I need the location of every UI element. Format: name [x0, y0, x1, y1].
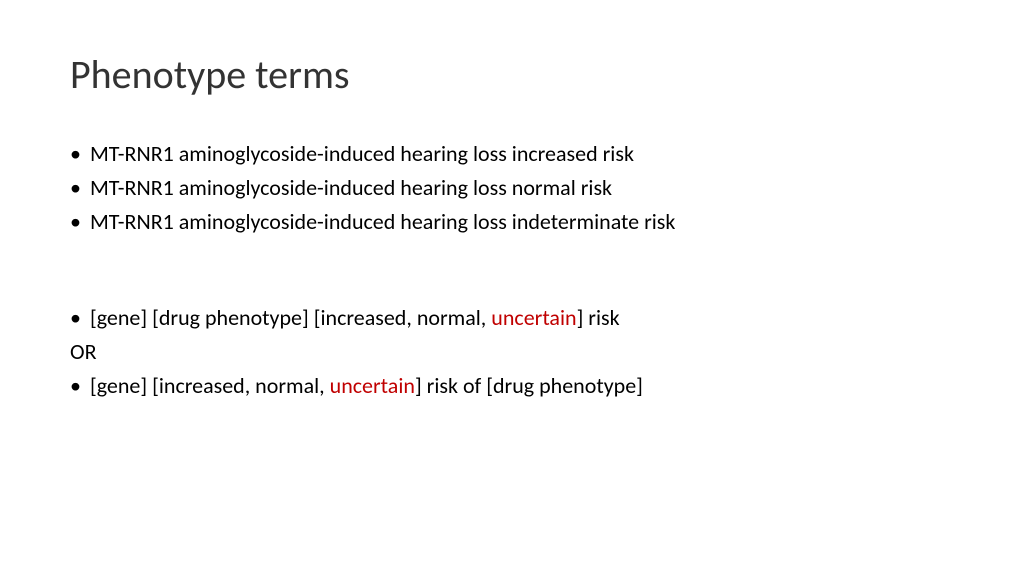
highlight-word: uncertain [491, 304, 576, 331]
or-separator: OR [70, 335, 954, 369]
bullet-list-top: MT-RNR1 aminoglycoside-induced hearing l… [70, 137, 954, 239]
template-pattern-2: [gene] [increased, normal, uncertain] ri… [70, 369, 954, 403]
spacer [70, 239, 954, 301]
bullet-list-bottom-2: [gene] [increased, normal, uncertain] ri… [70, 369, 954, 403]
highlight-word: uncertain [330, 372, 415, 399]
template-suffix: ] risk of [drug phenotype] [415, 372, 643, 399]
bullet-item: MT-RNR1 aminoglycoside-induced hearing l… [70, 137, 954, 171]
bullet-item: MT-RNR1 aminoglycoside-induced hearing l… [70, 205, 954, 239]
template-prefix: [gene] [increased, normal, [90, 372, 330, 399]
bullet-list-bottom: [gene] [drug phenotype] [increased, norm… [70, 301, 954, 335]
slide-title: Phenotype terms [70, 50, 954, 99]
template-prefix: [gene] [drug phenotype] [increased, norm… [90, 304, 491, 331]
template-pattern-1: [gene] [drug phenotype] [increased, norm… [70, 301, 954, 335]
template-suffix: ] risk [577, 304, 620, 331]
bullet-item: MT-RNR1 aminoglycoside-induced hearing l… [70, 171, 954, 205]
